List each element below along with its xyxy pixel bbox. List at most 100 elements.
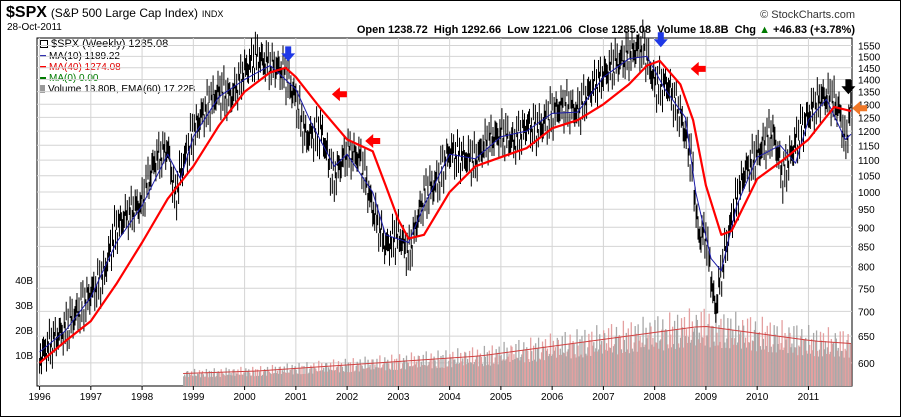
volume-bar bbox=[340, 362, 343, 386]
volume-bar bbox=[325, 363, 327, 386]
volume-bar bbox=[467, 362, 470, 386]
volume-tick-label: 40B bbox=[15, 276, 33, 287]
volume-bar bbox=[236, 373, 238, 386]
volume-bar bbox=[447, 366, 449, 386]
volume-bar bbox=[433, 356, 435, 386]
volume-bar bbox=[504, 360, 506, 386]
volume-bar bbox=[456, 363, 458, 386]
volume-bar bbox=[352, 358, 354, 386]
volume-bar bbox=[622, 320, 625, 386]
volume-bar bbox=[762, 338, 764, 386]
volume-bar bbox=[251, 375, 253, 386]
volume-bar bbox=[718, 325, 720, 386]
volume-bar bbox=[309, 368, 311, 386]
volume-bar bbox=[300, 374, 302, 386]
volume-bar bbox=[491, 345, 493, 386]
volume-bar bbox=[429, 359, 431, 386]
y-tick-label: 800 bbox=[858, 263, 875, 274]
volume-bar bbox=[390, 369, 392, 386]
volume-bar bbox=[624, 351, 626, 386]
volume-bar bbox=[220, 369, 222, 386]
volume-bar bbox=[512, 359, 514, 386]
volume-bar bbox=[748, 342, 751, 386]
volume-bar bbox=[620, 349, 623, 386]
volume-bar bbox=[402, 358, 405, 386]
volume-bar bbox=[186, 371, 188, 386]
volume-bar bbox=[315, 368, 317, 386]
volume-bar bbox=[369, 364, 371, 386]
volume-bar bbox=[450, 357, 452, 386]
volume-bar bbox=[528, 359, 530, 386]
volume-bar bbox=[773, 325, 775, 386]
volume-bar bbox=[766, 325, 768, 386]
volume-bar bbox=[547, 356, 550, 386]
volume-bar bbox=[574, 354, 576, 386]
volume-bar bbox=[820, 340, 823, 386]
volume-bar bbox=[745, 347, 748, 386]
volume-bar bbox=[774, 334, 776, 386]
volume-bar bbox=[206, 372, 209, 386]
y-tick-label: 1200 bbox=[858, 127, 881, 138]
legend-volume-label: Volume 18.80B, EMA(60) 17.22B bbox=[48, 84, 196, 95]
chg-arrow-icon: ▲ bbox=[759, 24, 770, 36]
y-tick-label: 1500 bbox=[858, 52, 881, 63]
volume-bar bbox=[419, 366, 421, 386]
volume-bar bbox=[234, 375, 236, 386]
volume-bar bbox=[448, 360, 450, 386]
arrow-left-red-icon bbox=[365, 134, 381, 148]
volume-bar bbox=[729, 348, 731, 386]
volume-bar bbox=[753, 329, 756, 386]
volume-bar bbox=[235, 372, 237, 386]
volume-bar bbox=[190, 371, 193, 386]
volume-bar bbox=[653, 346, 655, 386]
volume-ema-line bbox=[183, 325, 852, 374]
volume-bar bbox=[804, 339, 806, 386]
volume-bar bbox=[617, 336, 620, 386]
volume-bar bbox=[708, 313, 710, 386]
volume-bar bbox=[642, 316, 644, 386]
volume-bar bbox=[830, 338, 833, 386]
volume-bar bbox=[379, 355, 381, 386]
volume-bar bbox=[686, 342, 689, 386]
volume-bar bbox=[452, 351, 454, 386]
volume-bar bbox=[640, 347, 642, 386]
volume-bar bbox=[637, 324, 639, 386]
volume-bar bbox=[836, 350, 838, 386]
volume-bar bbox=[427, 364, 429, 386]
volume-bar bbox=[559, 348, 561, 386]
volume-bar bbox=[712, 326, 714, 386]
volume-bar bbox=[685, 329, 688, 386]
volume-bar bbox=[631, 348, 633, 386]
volume-bar bbox=[371, 359, 373, 386]
stockcharts-credit[interactable]: © StockCharts.com bbox=[760, 9, 855, 21]
volume-bar bbox=[477, 366, 480, 386]
volume-bar bbox=[530, 337, 532, 386]
volume-bar bbox=[313, 363, 315, 386]
volume-bar bbox=[571, 342, 573, 386]
volume-bar bbox=[604, 349, 607, 386]
volume-bar bbox=[503, 341, 505, 386]
volume-bar bbox=[231, 375, 233, 386]
volume-bar bbox=[534, 359, 536, 386]
volume-bar bbox=[330, 369, 333, 386]
volume-bar bbox=[223, 374, 225, 386]
volume-bar bbox=[258, 371, 261, 386]
volume-bar bbox=[386, 361, 388, 386]
volume-bar bbox=[434, 360, 436, 386]
volume-bar bbox=[684, 335, 687, 386]
volume-bar bbox=[465, 364, 468, 386]
volume-bar bbox=[683, 316, 686, 386]
volume-bar bbox=[599, 334, 601, 386]
volume-bar bbox=[443, 367, 445, 386]
volume-bar bbox=[424, 365, 426, 386]
volume-bar bbox=[495, 349, 497, 386]
volume-bar bbox=[656, 342, 658, 386]
volume-bar bbox=[739, 334, 741, 386]
volume-bar bbox=[264, 370, 267, 386]
volume-bar bbox=[205, 368, 208, 386]
volume-bar bbox=[490, 354, 492, 386]
volume-bar bbox=[295, 369, 297, 386]
volume-bar bbox=[478, 355, 481, 386]
volume-bar bbox=[461, 361, 463, 386]
volume-bar bbox=[821, 356, 824, 386]
